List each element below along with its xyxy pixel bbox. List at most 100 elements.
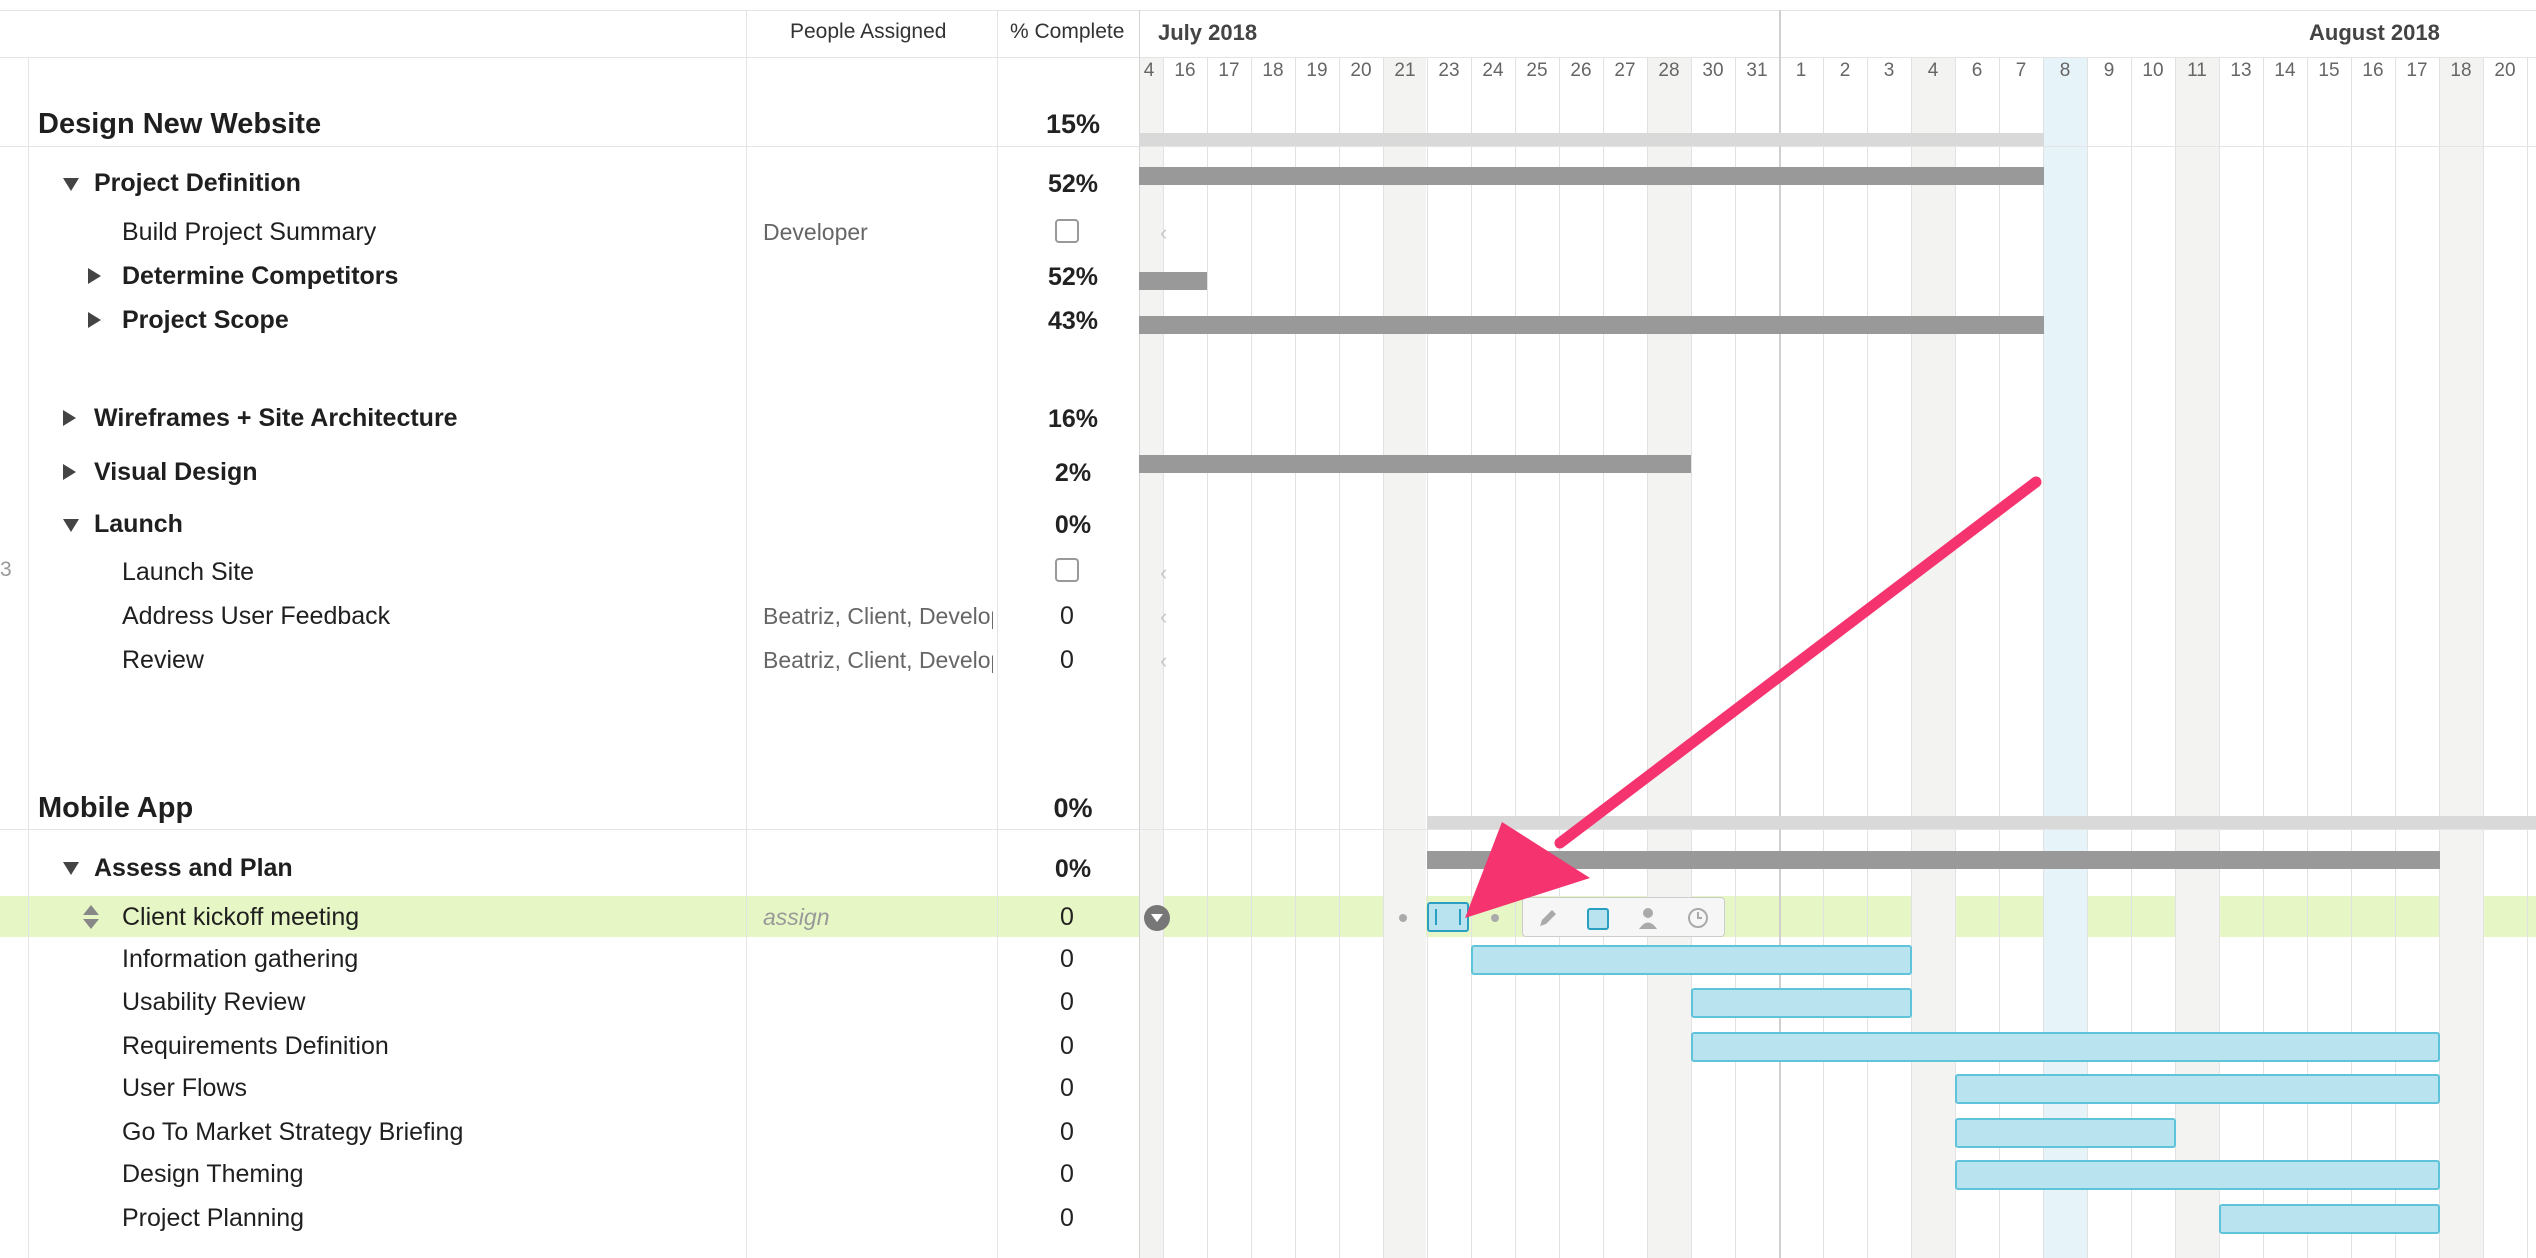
phase-title[interactable]: Determine Competitors bbox=[122, 262, 399, 290]
day-label: 25 bbox=[1526, 60, 1548, 81]
day-label: 3 bbox=[1883, 60, 1895, 81]
complete-checkbox[interactable] bbox=[1055, 558, 1079, 582]
day-label: 30 bbox=[1702, 60, 1724, 81]
task-bar[interactable] bbox=[2219, 1204, 2440, 1234]
task-bar[interactable] bbox=[1955, 1118, 2176, 1148]
task-bar[interactable] bbox=[1691, 988, 1912, 1018]
expand-icon[interactable] bbox=[88, 312, 101, 328]
phase-percent: 0% bbox=[1054, 855, 1092, 883]
task-title[interactable]: Go To Market Strategy Briefing bbox=[122, 1118, 464, 1146]
task-percent[interactable]: 0 bbox=[1060, 602, 1074, 630]
day-gridline bbox=[1603, 57, 1604, 1258]
col-sep bbox=[28, 57, 29, 1258]
group-percent: 15% bbox=[1045, 109, 1101, 139]
day-gridline bbox=[1823, 57, 1824, 1258]
clock-icon[interactable] bbox=[1687, 907, 1709, 929]
connector-dot[interactable] bbox=[1491, 914, 1499, 922]
task-percent[interactable]: 0 bbox=[1060, 945, 1074, 973]
task-title[interactable]: Address User Feedback bbox=[122, 602, 391, 630]
day-gridline bbox=[1471, 57, 1472, 1258]
chevron-left-icon[interactable]: ‹ bbox=[1160, 560, 1168, 585]
group-bar[interactable] bbox=[1139, 133, 2044, 146]
col-sep bbox=[997, 10, 998, 1258]
task-percent[interactable]: 0 bbox=[1060, 1074, 1074, 1102]
task-title[interactable]: Requirements Definition bbox=[122, 1032, 389, 1060]
task-bar[interactable] bbox=[1955, 1074, 2440, 1104]
color-swatch-icon[interactable] bbox=[1587, 908, 1609, 930]
task-percent[interactable]: 0 bbox=[1060, 988, 1074, 1016]
day-label: 19 bbox=[1306, 60, 1328, 81]
person-icon[interactable] bbox=[1637, 906, 1659, 930]
milestone-bar-selected[interactable] bbox=[1427, 902, 1469, 932]
group-bar[interactable] bbox=[1427, 816, 2536, 829]
people-assigned[interactable]: Beatriz, Client, Developer bbox=[763, 647, 993, 673]
task-percent[interactable]: 0 bbox=[1060, 1118, 1074, 1146]
task-title[interactable]: Client kickoff meeting bbox=[122, 903, 360, 931]
day-gridline bbox=[2219, 57, 2220, 1258]
day-label: 17 bbox=[1218, 60, 1240, 81]
group-divider bbox=[0, 146, 2536, 147]
day-label: 10 bbox=[2142, 60, 2164, 81]
day-gridline bbox=[1867, 57, 1868, 1258]
expand-icon[interactable] bbox=[63, 410, 76, 426]
drag-handle-icon[interactable] bbox=[82, 904, 100, 930]
task-bar[interactable] bbox=[1955, 1160, 2440, 1190]
people-assigned-header[interactable]: People Assigned bbox=[790, 20, 947, 43]
task-title[interactable]: Build Project Summary bbox=[122, 218, 377, 246]
day-label: 28 bbox=[1658, 60, 1680, 81]
phase-title[interactable]: Wireframes + Site Architecture bbox=[94, 404, 458, 432]
expand-icon[interactable] bbox=[63, 464, 76, 480]
phase-bar[interactable] bbox=[1139, 167, 2044, 185]
day-gridline bbox=[1691, 57, 1692, 1258]
phase-title[interactable]: Project Definition bbox=[94, 169, 301, 197]
task-title[interactable]: Information gathering bbox=[122, 945, 359, 973]
people-assigned[interactable]: Beatriz, Client, Developer bbox=[763, 603, 993, 629]
percent-complete-header[interactable]: % Complete bbox=[1010, 20, 1125, 43]
task-title[interactable]: Usability Review bbox=[122, 988, 306, 1016]
task-percent[interactable]: 0 bbox=[1060, 903, 1074, 931]
chevron-left-icon[interactable]: ‹ bbox=[1160, 220, 1168, 245]
task-percent[interactable]: 0 bbox=[1060, 1032, 1074, 1060]
collapse-icon[interactable] bbox=[63, 519, 79, 532]
task-title[interactable]: User Flows bbox=[122, 1074, 248, 1102]
chevron-left-icon[interactable]: ‹ bbox=[1160, 604, 1168, 629]
group-title[interactable]: Mobile App bbox=[38, 792, 194, 824]
phase-bar[interactable] bbox=[1139, 316, 2044, 334]
task-title[interactable]: Design Theming bbox=[122, 1160, 304, 1188]
complete-checkbox[interactable] bbox=[1055, 219, 1079, 243]
phase-title[interactable]: Visual Design bbox=[94, 458, 258, 486]
collapse-icon[interactable] bbox=[63, 178, 79, 191]
task-bar[interactable] bbox=[1471, 945, 1912, 975]
chevron-left-icon[interactable]: ‹ bbox=[1160, 648, 1168, 673]
people-assigned[interactable]: Developer bbox=[763, 219, 868, 245]
header-top-line bbox=[0, 10, 2536, 11]
task-title[interactable]: Launch Site bbox=[122, 558, 255, 586]
phase-title[interactable]: Project Scope bbox=[122, 306, 289, 334]
phase-bar[interactable] bbox=[1139, 272, 1207, 290]
phase-bar[interactable] bbox=[1427, 851, 2440, 869]
connector-dot[interactable] bbox=[1399, 914, 1407, 922]
task-percent[interactable]: 0 bbox=[1060, 646, 1074, 674]
day-gridline bbox=[1647, 57, 1648, 1258]
task-percent[interactable]: 0 bbox=[1060, 1160, 1074, 1188]
collapse-icon[interactable] bbox=[63, 862, 79, 875]
day-gridline bbox=[2395, 57, 2396, 1258]
expand-icon[interactable] bbox=[88, 268, 101, 284]
task-title[interactable]: Project Planning bbox=[122, 1204, 305, 1232]
task-percent[interactable]: 0 bbox=[1060, 1204, 1074, 1232]
weekend-col bbox=[1383, 57, 1426, 1258]
phase-title[interactable]: Assess and Plan bbox=[94, 854, 293, 882]
day-label: 27 bbox=[1614, 60, 1636, 81]
day-gridline bbox=[2043, 57, 2044, 1258]
day-label: 7 bbox=[2015, 60, 2027, 81]
assign-link[interactable]: assign bbox=[763, 904, 830, 930]
pencil-icon[interactable] bbox=[1537, 907, 1559, 929]
task-title[interactable]: Review bbox=[122, 646, 204, 674]
dropdown-circle-icon[interactable] bbox=[1144, 905, 1170, 931]
phase-bar[interactable] bbox=[1139, 455, 1691, 473]
month-label: July 2018 bbox=[1158, 20, 1258, 45]
phase-title[interactable]: Launch bbox=[94, 510, 183, 538]
group-title[interactable]: Design New Website bbox=[38, 108, 322, 140]
task-bar[interactable] bbox=[1691, 1032, 2440, 1062]
